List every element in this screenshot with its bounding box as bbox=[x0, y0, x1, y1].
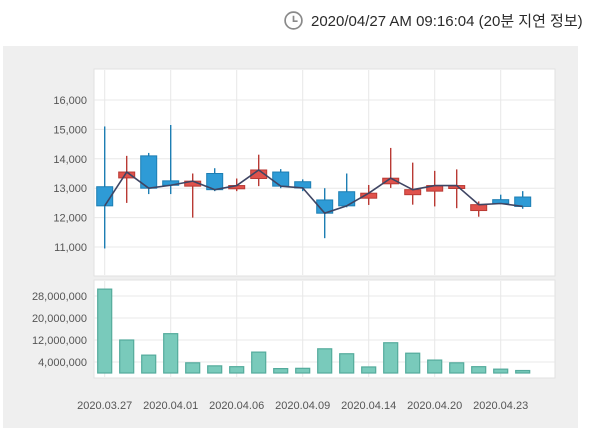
price-axis-tick-label: 12,000 bbox=[53, 213, 87, 225]
price-axis-tick-label: 13,000 bbox=[53, 183, 87, 195]
volume-bar bbox=[273, 368, 289, 374]
volume-bar bbox=[97, 288, 113, 374]
close-price-line bbox=[104, 169, 523, 214]
date-axis-tick-label: 2020.03.27 bbox=[77, 400, 132, 412]
volume-axis-tick-label: 28,000,000 bbox=[32, 291, 87, 303]
volume-bar bbox=[295, 367, 311, 374]
timestamp-text: 2020/04/27 AM 09:16:04 (20분 지연 정보) bbox=[311, 12, 583, 30]
date-axis-tick-label: 2020.04.01 bbox=[143, 400, 198, 412]
date-axis-tick-label: 2020.04.23 bbox=[473, 400, 528, 412]
volume-bar bbox=[251, 351, 267, 374]
candle-body bbox=[470, 204, 488, 212]
price-axis-tick-label: 15,000 bbox=[53, 124, 87, 136]
volume-bar bbox=[141, 354, 157, 374]
price-axis-tick-label: 16,000 bbox=[53, 95, 87, 107]
stock-chart-panel: 16,000 15,000 14,000 13,000 12,000 11,000 28,0… bbox=[3, 46, 578, 428]
price-axis-tick-label: 14,000 bbox=[53, 154, 87, 166]
price-axis-tick-label: 11,000 bbox=[54, 242, 87, 254]
date-axis-tick-label: 2020.04.06 bbox=[209, 400, 264, 412]
volume-bar bbox=[229, 366, 245, 374]
volume-axis-tick-label: 20,000,000 bbox=[32, 313, 87, 325]
volume-bar bbox=[119, 339, 135, 374]
volume-bar bbox=[361, 366, 377, 374]
clock-icon bbox=[284, 10, 303, 30]
volume-bar bbox=[515, 369, 531, 374]
volume-bar bbox=[317, 348, 333, 374]
candle-body bbox=[514, 196, 532, 207]
date-axis-tick-label: 2020.04.20 bbox=[407, 400, 462, 412]
volume-bar bbox=[427, 359, 443, 374]
delayed-quote-header: 2020/04/27 AM 09:16:04 (20분 지연 정보) bbox=[283, 8, 583, 32]
volume-bar bbox=[493, 368, 509, 374]
volume-bar bbox=[163, 333, 179, 374]
candle-body bbox=[272, 171, 290, 187]
date-axis-tick-label: 2020.04.09 bbox=[275, 400, 330, 412]
volume-bar bbox=[405, 352, 421, 374]
volume-bar bbox=[339, 353, 355, 374]
volume-bar bbox=[383, 342, 399, 374]
volume-axis-tick-label: 12,000,000 bbox=[32, 335, 87, 347]
volume-bar bbox=[449, 362, 465, 374]
date-axis-tick-label: 2020.04.14 bbox=[341, 400, 396, 412]
candle-body bbox=[338, 191, 356, 207]
volume-bar bbox=[471, 366, 487, 374]
volume-axis-tick-label: 4,000,000 bbox=[38, 357, 87, 369]
candlestick-volume-chart[interactable]: 16,000 15,000 14,000 13,000 12,000 11,000 28,0… bbox=[3, 46, 578, 428]
volume-bar bbox=[185, 362, 201, 374]
volume-bar bbox=[207, 365, 223, 374]
